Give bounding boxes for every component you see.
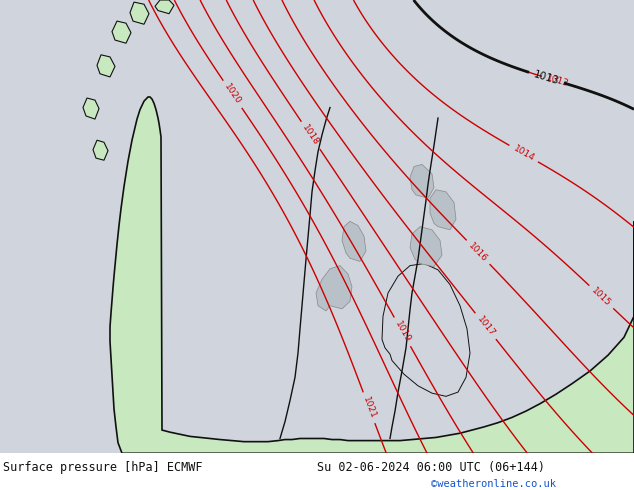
Text: 1018: 1018 [301, 123, 321, 147]
Polygon shape [316, 266, 352, 311]
Polygon shape [410, 165, 434, 198]
Polygon shape [110, 97, 634, 453]
Polygon shape [112, 21, 131, 43]
Polygon shape [382, 264, 470, 396]
Polygon shape [430, 190, 456, 230]
Text: Su 02-06-2024 06:00 UTC (06+144): Su 02-06-2024 06:00 UTC (06+144) [317, 462, 545, 474]
Text: 1013: 1013 [533, 69, 560, 86]
Text: 1021: 1021 [361, 395, 377, 420]
Polygon shape [130, 2, 149, 24]
Text: 1020: 1020 [223, 82, 243, 106]
Text: 1017: 1017 [475, 315, 496, 338]
Polygon shape [155, 0, 174, 14]
Text: ©weatheronline.co.uk: ©weatheronline.co.uk [431, 480, 556, 490]
Text: 1016: 1016 [467, 241, 489, 264]
Polygon shape [410, 226, 442, 267]
Polygon shape [0, 0, 634, 453]
Polygon shape [97, 55, 115, 77]
Text: 1015: 1015 [590, 286, 612, 308]
Text: 1019: 1019 [393, 319, 412, 344]
Text: Surface pressure [hPa] ECMWF: Surface pressure [hPa] ECMWF [3, 462, 203, 474]
Text: 1013: 1013 [545, 74, 570, 89]
Polygon shape [342, 221, 366, 261]
Polygon shape [83, 98, 99, 119]
Text: 1014: 1014 [512, 144, 536, 163]
Polygon shape [93, 140, 108, 160]
